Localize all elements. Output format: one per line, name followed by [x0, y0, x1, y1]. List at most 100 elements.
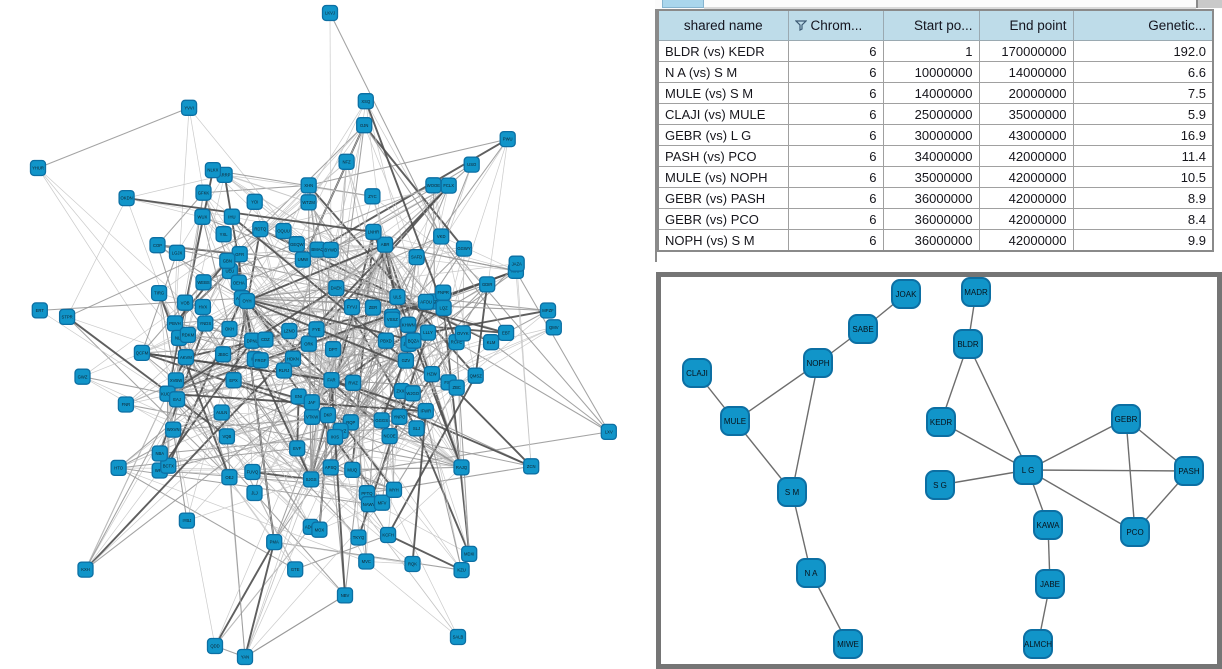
network-node-PASH[interactable]: PASH [1174, 456, 1204, 486]
network-node[interactable]: XHN [300, 177, 317, 194]
network-node[interactable]: XSQ [357, 93, 374, 110]
network-node[interactable]: RVIZ [344, 374, 362, 391]
table-row[interactable]: BLDR (vs) KEDR 6 1 170000000 192.0 [657, 40, 1214, 62]
network-node[interactable]: MPZF [539, 302, 557, 319]
network-edge[interactable] [188, 107, 204, 193]
network-node[interactable]: QDD [206, 637, 224, 655]
table-cell[interactable]: 6 [787, 103, 884, 125]
network-edge[interactable] [365, 101, 462, 468]
network-node[interactable]: WTZM [300, 194, 317, 211]
column-header-end-point[interactable]: End point [978, 9, 1074, 41]
network-node[interactable]: MVC [358, 553, 375, 570]
network-edge[interactable] [203, 184, 309, 194]
network-node[interactable]: GGWY [455, 240, 473, 257]
network-edge[interactable] [260, 359, 332, 381]
network-node[interactable]: GZV [397, 352, 415, 369]
network-node[interactable]: EPX [225, 372, 242, 389]
network-edge[interactable] [366, 561, 459, 638]
network-node[interactable]: BQZA [405, 332, 422, 349]
network-edge[interactable] [251, 244, 386, 342]
network-node[interactable]: RAJQ [453, 459, 470, 476]
network-edge[interactable] [205, 323, 382, 421]
network-node[interactable]: DPT [324, 341, 342, 358]
network-edge[interactable] [373, 231, 516, 272]
network-edge[interactable] [224, 174, 309, 203]
network-node[interactable]: JLJ [246, 484, 263, 502]
table-row[interactable]: PASH (vs) PCO 6 34000000 42000000 11.4 [657, 145, 1214, 167]
table-cell[interactable]: 42000000 [978, 208, 1074, 230]
network-node[interactable]: GGGS [373, 412, 390, 429]
network-node[interactable]: OVYK [454, 325, 471, 342]
network-edge[interactable] [389, 435, 532, 467]
network-edge[interactable] [172, 429, 346, 596]
network-node-KEDR[interactable]: KEDR [926, 407, 956, 437]
network-node-JABE[interactable]: JABE [1035, 569, 1065, 599]
table-cell[interactable]: 10000000 [882, 61, 980, 83]
network-edge[interactable] [310, 340, 387, 480]
network-edge[interactable] [37, 167, 186, 303]
network-node[interactable]: MUQ [344, 461, 361, 479]
network-edge[interactable] [292, 249, 332, 359]
network-node[interactable]: MDXI [461, 545, 478, 563]
network-edge[interactable] [387, 534, 463, 571]
network-edge[interactable] [239, 254, 313, 403]
network-edge[interactable] [490, 341, 610, 433]
network-edge[interactable] [381, 256, 418, 503]
network-node[interactable]: DAEK [328, 279, 345, 297]
network-node[interactable]: OKH [221, 320, 238, 338]
network-edge[interactable] [365, 504, 370, 562]
network-edge[interactable] [241, 249, 331, 299]
network-node[interactable]: STPR [58, 308, 76, 326]
network-node[interactable]: GBN [219, 252, 236, 269]
network-edge[interactable] [308, 124, 365, 203]
network-edge[interactable] [329, 12, 442, 237]
network-node[interactable]: ABR [376, 236, 394, 253]
network-node[interactable]: HVX [194, 298, 212, 316]
table-cell[interactable]: PASH (vs) PCO [657, 145, 789, 167]
network-node[interactable]: KLM [482, 334, 500, 351]
network-edge[interactable] [158, 293, 174, 430]
network-node[interactable]: RDKM [179, 326, 197, 344]
network-node[interactable]: CDZ [257, 331, 274, 348]
network-edge[interactable] [252, 471, 312, 481]
network-node[interactable]: PBXD [377, 332, 395, 349]
network-edge[interactable] [176, 252, 256, 360]
main-network-canvas[interactable]: LKVJYHURQDDYANSALBDIDOULSGGGSNBVABRAHBOO… [0, 0, 650, 669]
network-edge[interactable] [456, 341, 610, 433]
network-edge[interactable] [159, 469, 395, 491]
network-edge[interactable] [387, 467, 462, 536]
network-edge[interactable] [67, 316, 187, 358]
network-edge[interactable] [167, 269, 517, 395]
network-node[interactable]: HDKN [284, 350, 302, 367]
table-cell[interactable]: 6 [787, 229, 884, 252]
network-node-CLAJI[interactable]: CLAJI [682, 358, 712, 388]
network-node[interactable]: FNPR [435, 284, 452, 301]
network-node[interactable]: DPNL [244, 332, 261, 349]
table-row[interactable]: MULE (vs) S M 6 14000000 20000000 7.5 [657, 82, 1214, 104]
network-edge[interactable] [221, 412, 359, 538]
table-cell[interactable]: 192.0 [1072, 40, 1214, 62]
network-node[interactable]: OYH [238, 292, 256, 310]
network-edge[interactable] [319, 375, 476, 530]
table-cell[interactable]: 25000000 [882, 103, 980, 125]
network-node[interactable]: OKDN [118, 189, 135, 207]
network-edge[interactable] [365, 101, 442, 237]
network-node[interactable]: AKVM [177, 349, 195, 366]
network-node[interactable]: PMA [266, 533, 283, 551]
network-node[interactable]: MYH [385, 481, 403, 498]
network-node[interactable]: SJGS [302, 471, 320, 488]
network-edge[interactable] [85, 379, 332, 570]
network-edge[interactable] [244, 541, 276, 658]
network-node[interactable]: LQZ [435, 299, 452, 317]
network-node[interactable]: ULS [389, 288, 406, 306]
network-node[interactable]: FRGF [252, 352, 269, 369]
network-node[interactable]: ZCN [523, 458, 540, 475]
network-edge[interactable] [126, 197, 374, 233]
network-node[interactable]: YVVI [180, 99, 198, 116]
network-edge[interactable] [85, 393, 168, 570]
network-node[interactable]: QMV [545, 319, 562, 336]
network-edge[interactable] [212, 169, 435, 302]
network-node[interactable]: JBSC [214, 346, 232, 363]
table-cell[interactable]: 170000000 [978, 40, 1074, 62]
network-node[interactable]: EBT [497, 324, 515, 342]
